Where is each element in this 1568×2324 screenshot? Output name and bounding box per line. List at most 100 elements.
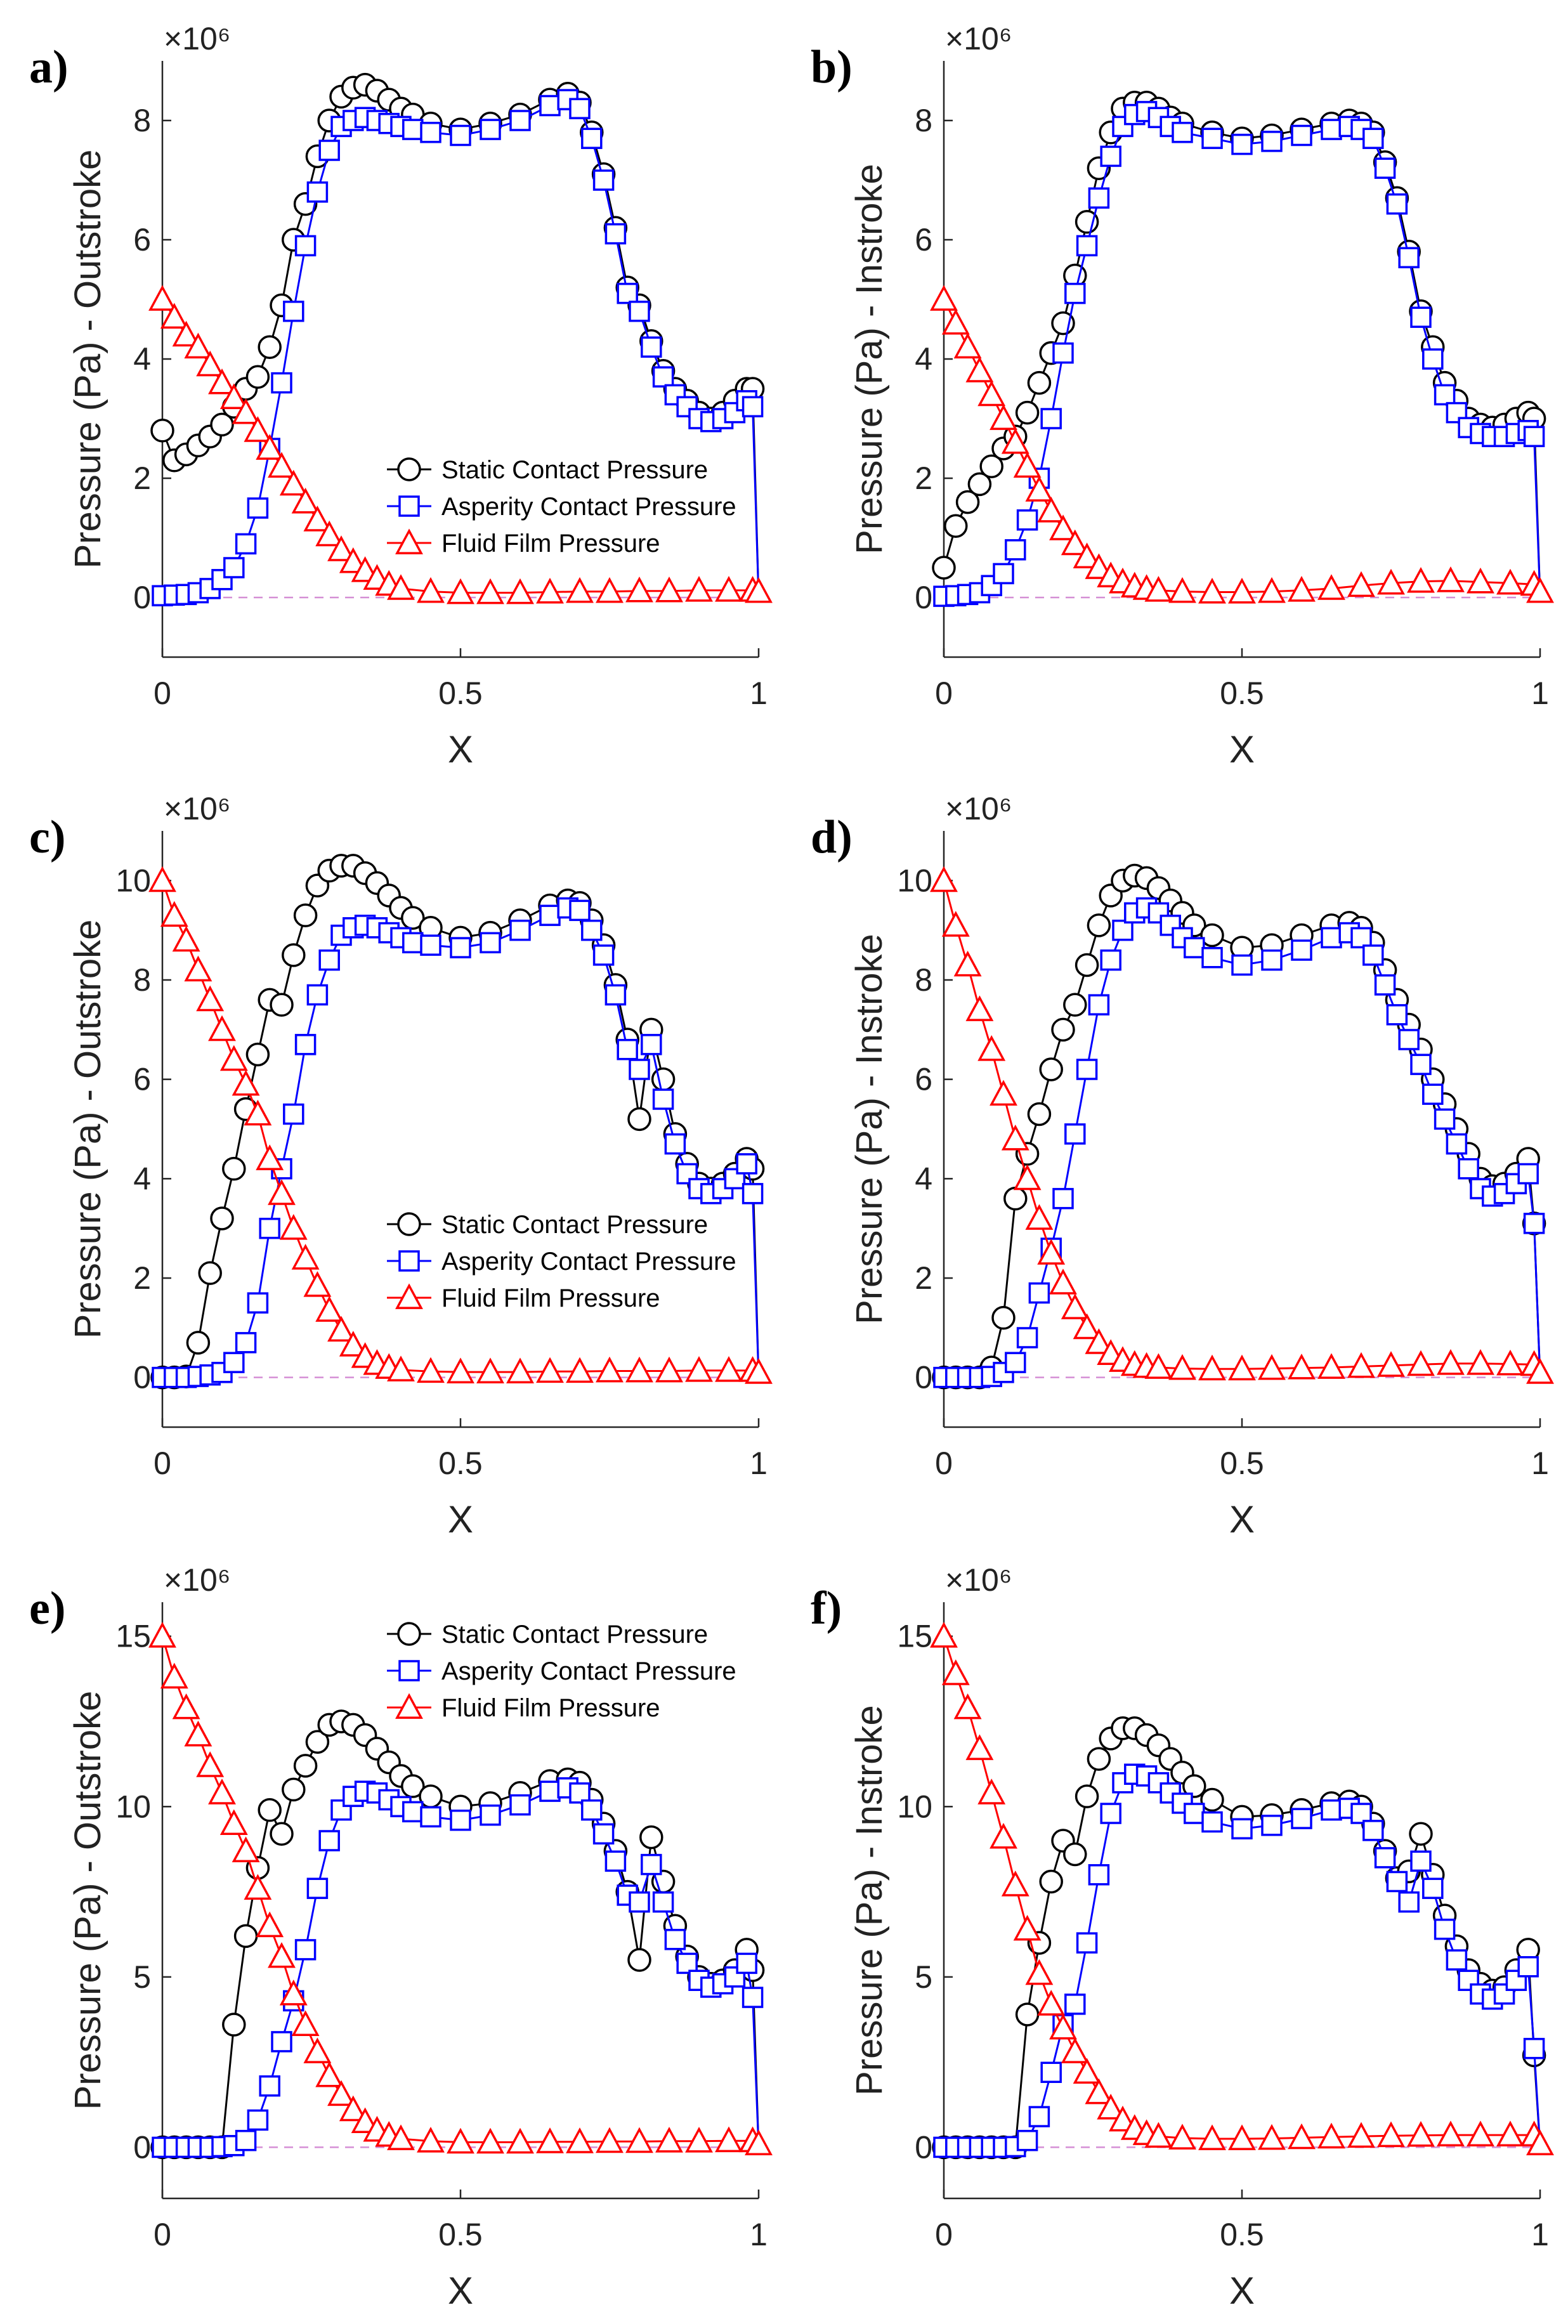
y-axis-label: Pressure (Pa) - Outstroke (67, 1691, 108, 2110)
data-point-asperity (480, 119, 501, 140)
data-point-fluid (1347, 1352, 1375, 1378)
y-axis-label: Pressure (Pa) - Outstroke (67, 920, 108, 1339)
data-point-fluid (219, 383, 248, 409)
data-point-fluid (351, 2107, 379, 2134)
data-point-static (233, 1924, 258, 1949)
data-point-fluid (148, 866, 176, 892)
data-point-fluid (1228, 2124, 1256, 2150)
data-point-asperity (993, 563, 1014, 585)
data-point-asperity (271, 372, 292, 394)
data-point-static (1200, 1787, 1224, 1812)
data-point-fluid (655, 576, 683, 603)
data-point-asperity (480, 932, 501, 953)
data-point-asperity (1076, 235, 1098, 257)
data-point-fluid (232, 1069, 260, 1096)
legend-marker-static (397, 1212, 421, 1236)
x-tick-label: 0.5 (1220, 2217, 1264, 2252)
data-point-static (991, 1305, 1016, 1330)
y-tick-label: 2 (915, 460, 932, 496)
x-tick-label: 0.5 (438, 1446, 483, 1481)
data-point-fluid (232, 398, 260, 424)
panel-4: 0 2 4 6 8 10 0 0.5 1 ×10⁶ X Pressure (Pa) - Instrok… (811, 791, 1554, 1541)
data-point-fluid (1377, 1351, 1405, 1377)
data-point-static (627, 1107, 651, 1132)
legend-marker-asperity (398, 1250, 420, 1272)
data-point-fluid (1317, 2122, 1345, 2149)
data-point-fluid (1085, 553, 1113, 579)
data-point-static (282, 1777, 306, 1802)
data-point-fluid (1049, 514, 1077, 540)
data-point-asperity (652, 366, 674, 388)
data-point-static (1087, 1747, 1111, 1771)
data-point-asperity (1458, 1158, 1479, 1180)
data-point-fluid (1073, 1313, 1101, 1340)
data-point-asperity (450, 1810, 471, 1831)
data-point-asperity (1410, 1054, 1432, 1075)
data-point-asperity (641, 1034, 662, 1055)
data-point-fluid (1198, 2124, 1226, 2150)
legend-marker-fluid (395, 528, 423, 554)
y-tick-label: 6 (915, 222, 932, 258)
data-point-static (955, 490, 980, 514)
data-point-fluid (219, 1045, 248, 1071)
panel-5: 0 5 10 15 0 0.5 1 ×10⁶ X Pressure (Pa) - Outstrok… (29, 1562, 773, 2312)
data-point-static (1039, 1057, 1063, 1081)
data-point-asperity (247, 2109, 269, 2131)
data-point-static (222, 1156, 246, 1181)
data-point-fluid (1496, 2120, 1524, 2146)
data-point-fluid (268, 1942, 296, 1968)
data-point-fluid (1526, 2129, 1554, 2155)
data-point-asperity (450, 937, 471, 958)
data-point-fluid (1168, 1354, 1196, 1380)
data-point-fluid (1288, 2123, 1316, 2150)
data-point-static (150, 419, 174, 443)
x-tick-label: 1 (1531, 2217, 1549, 2252)
data-point-fluid (1049, 1269, 1077, 1295)
x-tick-label: 0 (935, 1446, 953, 1481)
data-point-fluid (1437, 2120, 1465, 2146)
data-point-fluid (655, 1356, 683, 1383)
data-point-fluid (1258, 2124, 1286, 2150)
y-axis-label: Pressure (Pa) - Outstroke (67, 150, 108, 569)
data-point-fluid (1144, 1353, 1173, 1379)
data-point-fluid (655, 2127, 683, 2153)
x-tick-label: 0 (154, 676, 171, 711)
data-point-fluid (1085, 2078, 1113, 2105)
data-point-fluid (745, 1358, 773, 1384)
data-point-fluid (447, 1357, 474, 1383)
data-point-static (1063, 993, 1087, 1017)
data-point-static (210, 1206, 234, 1231)
y-tick-label: 8 (133, 962, 151, 998)
data-point-fluid (596, 577, 624, 603)
series-asperity (933, 101, 1545, 607)
data-point-fluid (196, 1751, 225, 1777)
data-point-fluid (1013, 452, 1042, 478)
data-point-asperity (652, 1891, 674, 1913)
data-point-asperity (1261, 131, 1283, 152)
data-point-fluid (596, 2127, 624, 2153)
y-tick-label: 0 (915, 1360, 932, 1395)
data-point-fluid (196, 350, 225, 377)
data-point-asperity (676, 396, 698, 417)
legend-label-asperity: Asperity Contact Pressure (441, 493, 736, 521)
data-point-asperity (1398, 1029, 1420, 1050)
data-point-asperity (1362, 944, 1384, 966)
data-point-asperity (736, 1952, 757, 1975)
data-point-asperity (1231, 133, 1253, 155)
data-point-asperity (1076, 1932, 1098, 1954)
data-point-asperity (1517, 1955, 1539, 1978)
series-line-asperity (162, 98, 760, 598)
data-point-fluid (965, 995, 994, 1021)
data-point-asperity (420, 934, 441, 956)
exponent-label: ×10⁶ (945, 21, 1012, 56)
data-point-asperity (604, 223, 627, 245)
data-point-asperity (1374, 974, 1396, 996)
data-point-fluid (327, 1315, 355, 1342)
data-point-asperity (318, 949, 340, 971)
data-point-asperity (581, 919, 603, 941)
exponent-label: ×10⁶ (164, 21, 230, 56)
exponent-label: ×10⁶ (164, 791, 230, 826)
y-tick-label: 0 (133, 1360, 151, 1395)
data-point-asperity (1064, 1123, 1086, 1145)
data-point-fluid (1037, 1239, 1066, 1265)
